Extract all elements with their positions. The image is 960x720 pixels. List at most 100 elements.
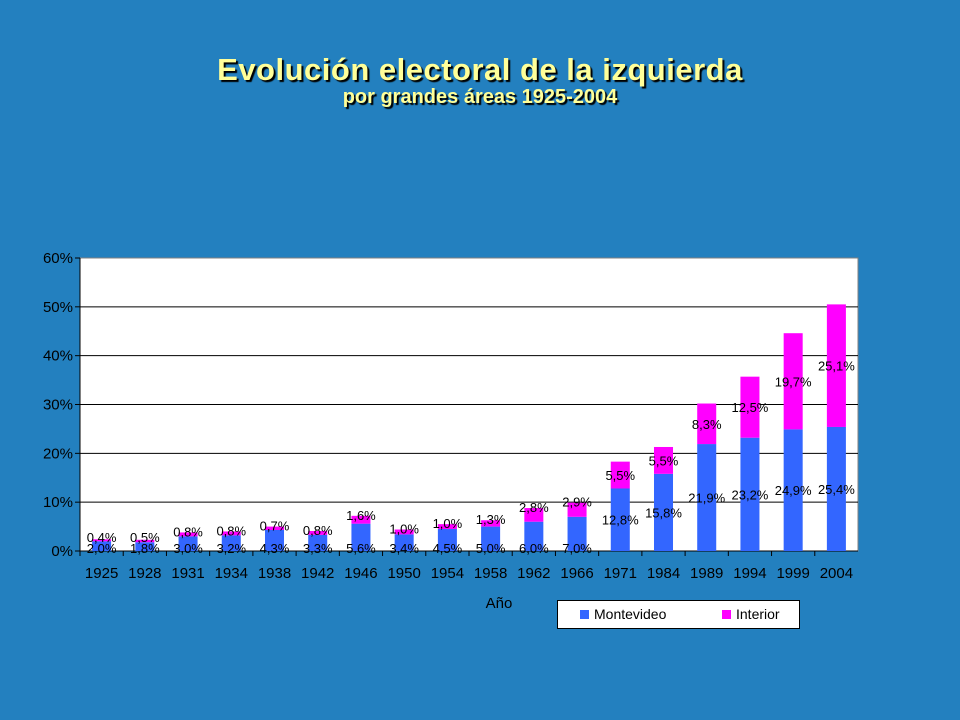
legend-label-interior: Interior bbox=[736, 606, 780, 622]
y-tick-label: 60% bbox=[43, 250, 73, 267]
bar-interior bbox=[92, 539, 112, 542]
data-label-montevideo: 3,4% bbox=[389, 541, 419, 556]
x-tick-label: 1989 bbox=[690, 565, 723, 582]
bar-interior bbox=[481, 520, 501, 527]
data-label-interior: 1,6% bbox=[346, 508, 376, 523]
x-tick-label: 1984 bbox=[647, 565, 680, 582]
y-tick-label: 30% bbox=[43, 397, 73, 414]
legend-swatch-montevideo bbox=[580, 609, 589, 619]
data-label-interior: 2,9% bbox=[562, 495, 592, 510]
x-tick-label: 1931 bbox=[171, 565, 204, 582]
data-label-montevideo: 6,0% bbox=[519, 541, 549, 556]
bar-interior bbox=[740, 376, 760, 438]
bar-interior bbox=[524, 508, 544, 522]
data-label-montevideo: 3,3% bbox=[303, 541, 333, 556]
bar-montevideo bbox=[308, 534, 328, 551]
bar-montevideo bbox=[135, 542, 155, 551]
data-label-interior: 0,4% bbox=[87, 530, 117, 545]
data-label-interior: 1,0% bbox=[433, 516, 463, 531]
data-label-interior: 1,0% bbox=[389, 522, 419, 537]
x-tick-label: 1928 bbox=[128, 565, 161, 582]
bar-interior bbox=[653, 446, 674, 474]
x-tick-label: 1938 bbox=[258, 565, 291, 582]
data-label-montevideo: 15,8% bbox=[645, 505, 682, 520]
bar-interior bbox=[308, 530, 328, 535]
data-label-montevideo: 4,3% bbox=[260, 541, 290, 556]
y-tick-label: 40% bbox=[43, 348, 73, 365]
y-tick-label: 0% bbox=[51, 543, 73, 560]
x-tick-label: 1946 bbox=[344, 565, 377, 582]
data-label-montevideo: 23,2% bbox=[732, 487, 769, 502]
data-label-interior: 8,3% bbox=[692, 417, 722, 432]
x-tick-label: 1966 bbox=[560, 565, 593, 582]
y-tick-label: 50% bbox=[43, 299, 73, 316]
bar-montevideo bbox=[697, 444, 717, 551]
x-axis-title: Año bbox=[486, 595, 513, 612]
x-tick-label: 1958 bbox=[474, 565, 507, 582]
bar-montevideo bbox=[740, 437, 760, 551]
bar-interior bbox=[567, 502, 587, 517]
slide-title-block: Evolución electoral de la izquierda por … bbox=[0, 52, 960, 109]
bar-montevideo bbox=[826, 426, 846, 551]
bar-interior bbox=[221, 531, 241, 536]
y-tick-label: 20% bbox=[43, 445, 73, 462]
x-tick-label: 1962 bbox=[517, 565, 550, 582]
data-label-montevideo: 2,0% bbox=[87, 541, 117, 556]
data-label-interior: 5,5% bbox=[649, 453, 679, 468]
data-label-montevideo: 5,0% bbox=[476, 541, 506, 556]
data-label-interior: 25,1% bbox=[818, 359, 855, 374]
bar-montevideo bbox=[264, 530, 285, 551]
data-label-interior: 19,7% bbox=[775, 374, 812, 389]
x-tick-label: 1942 bbox=[301, 565, 334, 582]
bar-montevideo bbox=[610, 488, 630, 551]
bar-montevideo bbox=[567, 516, 587, 551]
bar-interior bbox=[135, 539, 155, 543]
bar-montevideo bbox=[394, 534, 414, 551]
bar-montevideo bbox=[351, 523, 371, 551]
bar-interior bbox=[394, 529, 414, 535]
bar-montevideo bbox=[178, 536, 198, 551]
x-tick-label: 1925 bbox=[85, 565, 118, 582]
bar-interior bbox=[351, 515, 371, 524]
x-tick-label: 1950 bbox=[387, 565, 420, 582]
bar-montevideo bbox=[653, 473, 674, 551]
data-label-interior: 0,8% bbox=[216, 523, 246, 538]
data-label-montevideo: 12,8% bbox=[602, 513, 639, 528]
x-tick-label: 2004 bbox=[820, 565, 853, 582]
data-label-interior: 2,8% bbox=[519, 500, 549, 515]
bar-montevideo bbox=[783, 429, 803, 551]
data-label-interior: 0,5% bbox=[130, 530, 160, 545]
data-label-montevideo: 3,2% bbox=[216, 541, 246, 556]
x-tick-label: 1934 bbox=[215, 565, 248, 582]
data-label-interior: 5,5% bbox=[605, 468, 635, 483]
legend-item-montevideo: Montevideo bbox=[580, 606, 666, 622]
bar-interior bbox=[264, 526, 285, 531]
x-tick-label: 1994 bbox=[733, 565, 766, 582]
bar-interior bbox=[783, 333, 803, 430]
bar-montevideo bbox=[92, 541, 112, 551]
bar-montevideo bbox=[524, 521, 544, 551]
x-tick-label: 1954 bbox=[431, 565, 464, 582]
bar-montevideo bbox=[221, 535, 241, 551]
legend-label-montevideo: Montevideo bbox=[594, 606, 667, 622]
data-label-interior: 0,8% bbox=[173, 524, 203, 539]
data-label-interior: 1,3% bbox=[476, 512, 506, 527]
data-label-interior: 12,5% bbox=[732, 400, 769, 415]
bar-montevideo bbox=[437, 529, 457, 551]
slide-title: Evolución electoral de la izquierda bbox=[217, 52, 743, 87]
chart-legend: Montevideo Interior bbox=[557, 600, 800, 629]
legend-swatch-interior bbox=[722, 609, 731, 619]
data-label-montevideo: 24,9% bbox=[775, 483, 812, 498]
legend-item-interior: Interior bbox=[722, 606, 780, 622]
data-label-montevideo: 25,4% bbox=[818, 482, 855, 497]
data-label-montevideo: 21,9% bbox=[688, 491, 725, 506]
data-label-montevideo: 4,5% bbox=[433, 541, 463, 556]
x-tick-label: 1999 bbox=[776, 565, 809, 582]
data-label-montevideo: 7,0% bbox=[562, 541, 592, 556]
data-label-montevideo: 3,0% bbox=[173, 541, 203, 556]
data-label-interior: 0,7% bbox=[260, 519, 290, 534]
bar-interior bbox=[697, 403, 717, 445]
bar-interior bbox=[437, 524, 457, 530]
x-tick-label: 1971 bbox=[604, 565, 637, 582]
